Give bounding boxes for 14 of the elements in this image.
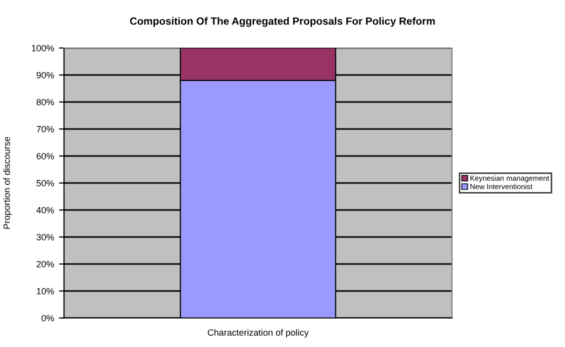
y-tick-label: 40% xyxy=(36,206,54,214)
y-tick-label: 100% xyxy=(32,44,54,52)
y-tick-label: 30% xyxy=(36,234,54,240)
x-tick-label: Characterization of policy xyxy=(208,329,309,338)
y-tick-label: 90% xyxy=(36,72,54,78)
y-tick-label: 60% xyxy=(36,152,54,160)
y-tick-label: 70% xyxy=(36,126,54,132)
y-tick-label: 80% xyxy=(36,98,54,106)
y-tick-label: 20% xyxy=(36,260,54,268)
y-tick-label: 0% xyxy=(42,314,54,322)
y-axis-title: Proportion of discourse xyxy=(3,136,12,229)
chart-title: Composition Of The Aggregated Proposals For Policy Reform xyxy=(130,17,435,27)
y-tick-label: 50% xyxy=(36,180,54,186)
y-tick-label: 10% xyxy=(36,288,54,294)
